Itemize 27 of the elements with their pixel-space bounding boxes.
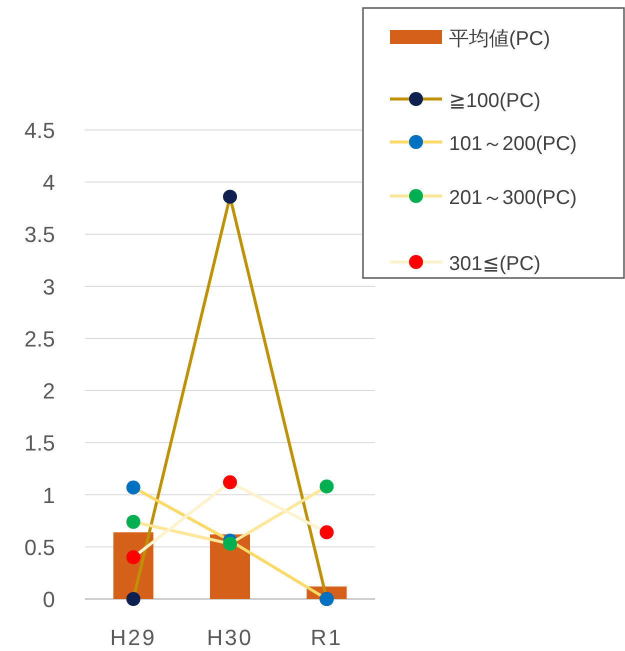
point — [223, 190, 237, 204]
y-tick-label: 4.5 — [24, 118, 55, 143]
y-tick-label: 3 — [42, 274, 55, 300]
point — [126, 550, 140, 564]
legend-label: ≧100(PC) — [449, 90, 540, 112]
x-tick-label: H29 — [110, 625, 157, 650]
legend-label: 101～200(PC) — [449, 133, 577, 155]
legend-label: 201～300(PC) — [449, 187, 577, 209]
point — [320, 525, 334, 540]
legend-label: 平均値(PC) — [449, 28, 550, 50]
legend-label: 301≦(PC) — [449, 253, 540, 275]
y-tick-label: 0.5 — [24, 534, 55, 560]
point — [126, 480, 140, 494]
point — [126, 592, 140, 606]
point — [320, 479, 334, 494]
y-tick-label: 2 — [42, 378, 55, 404]
y-tick-label: 0 — [42, 587, 55, 612]
point — [223, 536, 237, 551]
x-tick-label: R1 — [310, 625, 343, 650]
y-tick-label: 1 — [42, 482, 55, 508]
point — [223, 475, 237, 490]
y-tick-label: 4 — [42, 170, 55, 196]
y-tick-label: 2.5 — [24, 326, 55, 352]
x-tick-label: H30 — [206, 625, 254, 650]
y-tick-label: 1.5 — [24, 430, 55, 456]
y-tick-label: 3.5 — [24, 222, 55, 248]
point — [126, 514, 140, 529]
